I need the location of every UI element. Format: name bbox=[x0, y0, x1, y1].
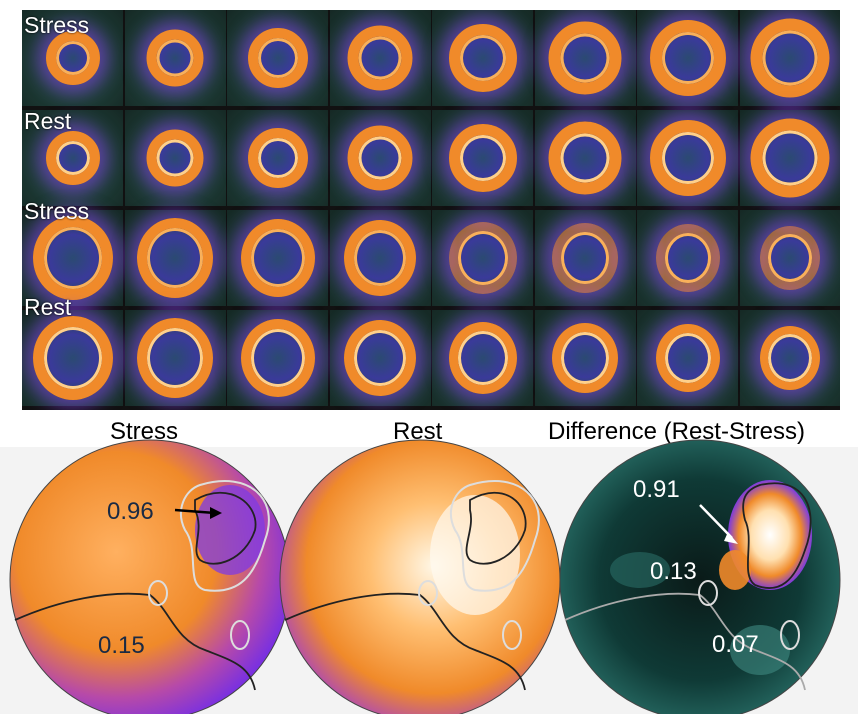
slice-tile bbox=[227, 110, 328, 206]
row-label-stress-1: Stress bbox=[24, 12, 90, 38]
polar-map-difference bbox=[559, 439, 841, 714]
polar-map-stress bbox=[9, 439, 291, 714]
myocardium-ring bbox=[146, 29, 204, 87]
myocardium-ring bbox=[347, 125, 413, 191]
polar-title-difference: Difference (Rest-Stress) bbox=[548, 418, 805, 445]
slice-tile bbox=[432, 310, 533, 406]
slice-tile bbox=[637, 210, 738, 306]
row-label-rest-2: Rest bbox=[24, 294, 72, 320]
slice-tile bbox=[534, 310, 636, 406]
slice-tile bbox=[739, 210, 840, 306]
myocardium-ring bbox=[548, 121, 622, 195]
myocardium-ring bbox=[552, 223, 618, 293]
myocardium-ring bbox=[32, 316, 113, 400]
slice-tile bbox=[329, 110, 431, 206]
myocardium-ring bbox=[137, 218, 213, 298]
slice-tile bbox=[22, 310, 123, 406]
myocardium-ring bbox=[137, 318, 213, 398]
slice-tile bbox=[329, 10, 431, 106]
row-label-stress-2: Stress bbox=[24, 198, 90, 224]
myocardium-ring bbox=[45, 131, 100, 185]
myocardium-ring bbox=[649, 120, 726, 196]
myocardium-ring bbox=[247, 128, 308, 188]
annotation-stress-096: 0.96 bbox=[107, 498, 154, 525]
slice-tile bbox=[534, 110, 636, 206]
myocardium-ring bbox=[448, 222, 517, 294]
myocardium-ring bbox=[32, 216, 113, 300]
slice-tile bbox=[124, 10, 226, 106]
myocardium-ring bbox=[750, 118, 830, 198]
myocardium-ring bbox=[45, 31, 100, 85]
slice-tile bbox=[739, 310, 840, 406]
myocardium-ring bbox=[448, 322, 517, 394]
myocardium-ring bbox=[655, 224, 720, 292]
slice-tile bbox=[534, 10, 636, 106]
arrow-head-white-icon bbox=[724, 532, 738, 544]
slice-tile bbox=[432, 210, 533, 306]
myocardium-ring bbox=[548, 21, 622, 95]
slice-tile bbox=[124, 110, 226, 206]
myocardium-ring bbox=[448, 124, 517, 192]
slice-tile bbox=[637, 110, 738, 206]
arrow-line bbox=[174, 508, 216, 515]
slice-tile bbox=[329, 310, 431, 406]
slice-tile bbox=[227, 210, 328, 306]
slice-tile bbox=[739, 10, 840, 106]
short-axis-image-grid bbox=[22, 10, 840, 410]
myocardium-ring bbox=[240, 219, 315, 297]
slice-tile bbox=[22, 110, 123, 206]
slice-tile bbox=[22, 10, 123, 106]
slice-tile bbox=[739, 110, 840, 206]
slice-tile bbox=[534, 210, 636, 306]
myocardium-ring bbox=[760, 226, 820, 290]
slice-tile bbox=[227, 10, 328, 106]
polar-map-rest bbox=[279, 439, 561, 714]
myocardium-ring bbox=[552, 323, 618, 393]
annotation-diff-007: 0.07 bbox=[712, 631, 759, 658]
myocardium-ring bbox=[649, 20, 726, 96]
annotation-diff-013: 0.13 bbox=[650, 558, 697, 585]
myocardium-ring bbox=[240, 319, 315, 397]
slice-tile bbox=[22, 210, 123, 306]
slice-tile bbox=[227, 310, 328, 406]
myocardium-ring bbox=[655, 324, 720, 392]
polar-maps-svg bbox=[0, 439, 858, 714]
arrow-head-icon bbox=[210, 507, 222, 519]
myocardium-ring bbox=[347, 25, 413, 91]
annotation-stress-015: 0.15 bbox=[98, 632, 145, 659]
myocardium-ring bbox=[146, 129, 204, 187]
myocardium-ring bbox=[344, 220, 416, 296]
polar-maps-panel: Stress Rest Difference (Rest-Stress) bbox=[0, 410, 858, 714]
slice-tile bbox=[432, 10, 533, 106]
arrow-line-white bbox=[699, 504, 733, 539]
slice-tile bbox=[329, 210, 431, 306]
row-label-rest-1: Rest bbox=[24, 108, 72, 134]
myocardium-ring bbox=[750, 18, 830, 98]
slice-tile bbox=[637, 310, 738, 406]
slice-tile bbox=[124, 310, 226, 406]
slice-tile bbox=[432, 110, 533, 206]
myocardium-ring bbox=[760, 326, 820, 390]
myocardium-ring bbox=[247, 28, 308, 88]
annotation-diff-091: 0.91 bbox=[633, 476, 680, 503]
myocardium-ring bbox=[344, 320, 416, 396]
myocardium-ring bbox=[448, 24, 517, 92]
slice-tile bbox=[637, 10, 738, 106]
slice-tile bbox=[124, 210, 226, 306]
